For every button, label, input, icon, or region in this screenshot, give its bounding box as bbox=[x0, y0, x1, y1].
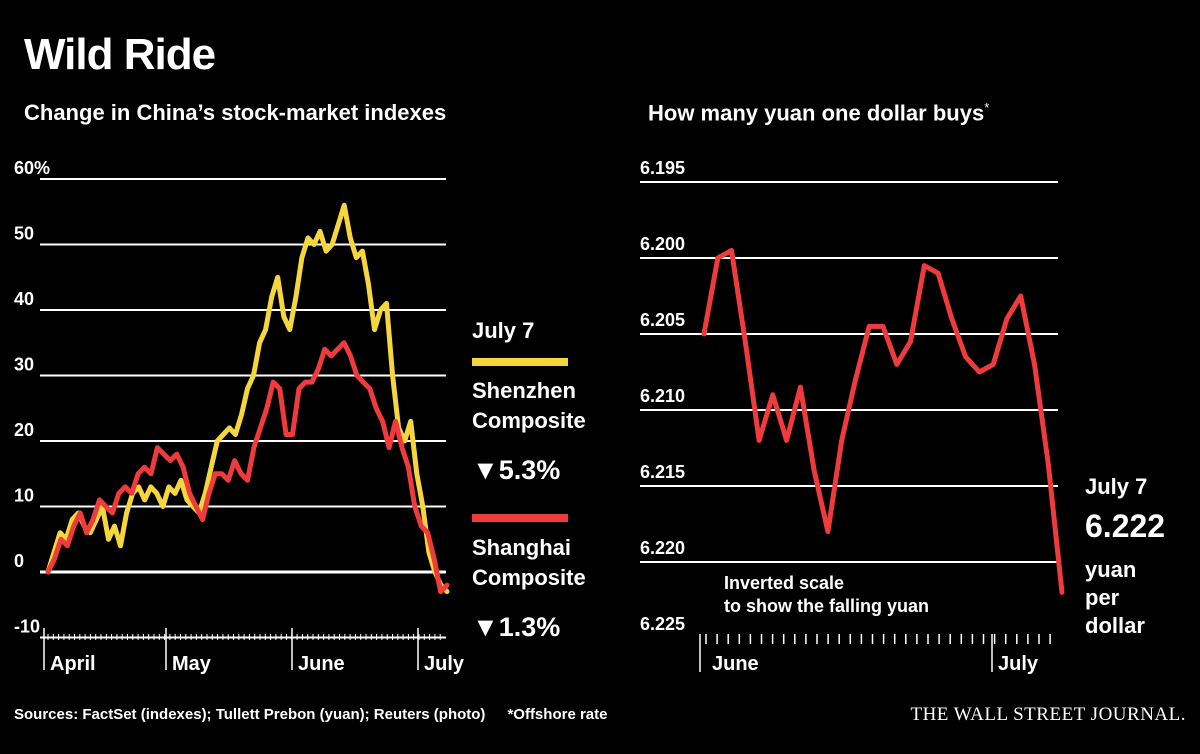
y-tick-label: 6.210 bbox=[640, 386, 685, 406]
y-tick-label: 6.205 bbox=[640, 310, 685, 330]
sources-text: Sources: FactSet (indexes); Tullett Preb… bbox=[14, 706, 486, 723]
inverted-scale-note-line2: to show the falling yuan bbox=[724, 596, 930, 616]
shenzhen-line bbox=[45, 202, 450, 595]
shanghai-legend-name: Shanghai Composite bbox=[472, 535, 586, 590]
publisher-logo: THE WALL STREET JOURNAL. bbox=[910, 704, 1186, 725]
y-tick-label: 6.215 bbox=[640, 462, 685, 482]
offshore-note: *Offshore rate bbox=[507, 706, 608, 723]
yuan-date-label: July 7 bbox=[1085, 474, 1148, 499]
x-tick-label: June bbox=[712, 653, 759, 675]
y-tick-label: 0 bbox=[14, 551, 24, 571]
footer-sources: Sources: FactSet (indexes); Tullett Preb… bbox=[14, 706, 607, 723]
shenzhen-legend-name: Shenzhen Composite bbox=[472, 378, 586, 433]
y-tick-label: 6.195 bbox=[640, 158, 685, 178]
left-chart-title: Change in China’s stock-market indexes bbox=[24, 100, 447, 125]
y-tick-label: -10 bbox=[14, 617, 40, 637]
inverted-scale-note: Inverted scale to show the falling yuan bbox=[724, 572, 929, 618]
shenzhen-legend-swatch bbox=[472, 358, 568, 366]
shanghai-line bbox=[45, 340, 450, 595]
yuan-unit-line2: per bbox=[1085, 585, 1120, 610]
y-tick-label: 30 bbox=[14, 355, 34, 375]
x-tick-label: July bbox=[424, 653, 465, 675]
x-tick-label: July bbox=[998, 653, 1039, 675]
yuan-unit-line1: yuan bbox=[1085, 557, 1137, 582]
right-chart-title-text: How many yuan one dollar buys bbox=[648, 100, 985, 126]
y-tick-label: 6.225 bbox=[640, 614, 685, 634]
x-tick-label: April bbox=[50, 653, 96, 675]
y-tick-label: 6.220 bbox=[640, 538, 685, 558]
yuan-line bbox=[701, 247, 1065, 595]
shenzhen-date-label: July 7 bbox=[472, 318, 535, 343]
x-tick-label: June bbox=[298, 653, 345, 675]
inverted-scale-note-line1: Inverted scale bbox=[724, 573, 845, 593]
offshore-marker: * bbox=[984, 100, 990, 115]
yuan-unit-line3: dollar bbox=[1085, 613, 1145, 638]
right-chart-title: How many yuan one dollar buys* bbox=[648, 100, 989, 126]
shanghai-legend-swatch bbox=[472, 514, 568, 522]
page-title: Wild Ride bbox=[24, 30, 216, 79]
shenzhen-change: ▼5.3% bbox=[472, 455, 561, 485]
y-tick-label: 50 bbox=[14, 224, 34, 244]
y-tick-label: 20 bbox=[14, 420, 34, 440]
shanghai-change: ▼1.3% bbox=[472, 612, 561, 642]
yuan-end-value: 6.222 bbox=[1085, 508, 1166, 544]
y-tick-label: 6.200 bbox=[640, 234, 685, 254]
y-tick-label: 60% bbox=[14, 158, 50, 178]
y-tick-label: 40 bbox=[14, 289, 34, 309]
yuan-unit: yuan per dollar bbox=[1085, 556, 1145, 640]
x-tick-label: May bbox=[172, 653, 212, 675]
y-tick-label: 10 bbox=[14, 486, 34, 506]
